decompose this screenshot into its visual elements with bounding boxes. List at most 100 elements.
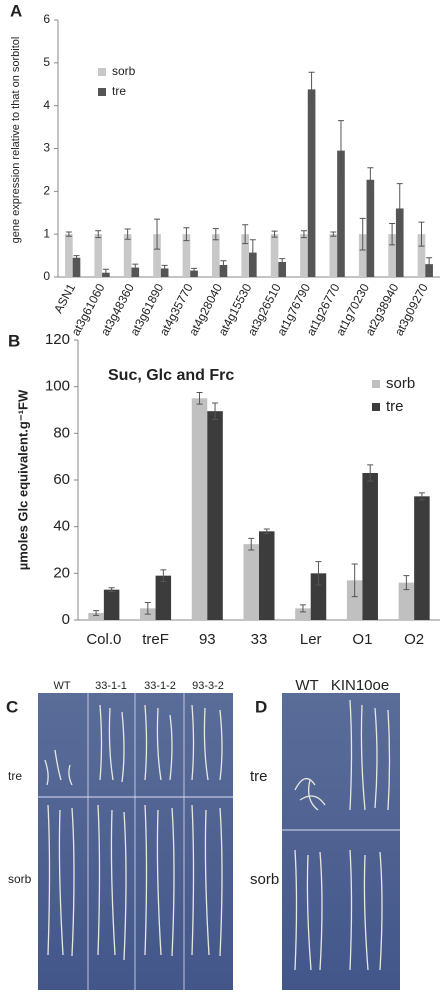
- error-bar: [102, 268, 109, 277]
- error-bar: [154, 218, 161, 250]
- error-bar: [220, 260, 227, 270]
- error-bar: [212, 402, 219, 420]
- error-bar: [73, 255, 80, 261]
- bar: [366, 179, 375, 277]
- error-bar: [65, 231, 72, 237]
- panel-label: C: [6, 697, 18, 716]
- bar: [103, 589, 120, 620]
- column-label: 33-1-2: [144, 680, 176, 692]
- error-bar: [242, 224, 249, 245]
- x-tick-label: O2: [404, 631, 424, 648]
- error-bar: [315, 561, 322, 586]
- y-tick-label: 80: [53, 424, 70, 441]
- error-bar: [396, 183, 403, 234]
- error-bar: [191, 267, 198, 274]
- y-tick-label: 3: [43, 141, 50, 155]
- bar: [259, 531, 275, 620]
- legend-swatch: [372, 380, 380, 388]
- bar: [358, 234, 367, 277]
- x-tick-label: Ler: [300, 631, 322, 648]
- error-bar: [108, 587, 115, 593]
- row-label: tre: [250, 768, 268, 785]
- y-tick-label: 1: [43, 226, 50, 240]
- error-bar: [248, 537, 255, 551]
- column-label: KIN10oe: [331, 677, 389, 694]
- error-bar: [308, 71, 315, 108]
- bar: [65, 234, 73, 277]
- bar: [362, 473, 378, 620]
- bar: [155, 575, 172, 620]
- error-bar: [212, 228, 219, 241]
- legend-swatch: [98, 68, 106, 76]
- error-bar: [279, 258, 286, 266]
- y-tick-label: 2: [43, 184, 50, 198]
- error-bar: [300, 230, 307, 239]
- bar: [395, 208, 404, 277]
- x-tick-label: 33: [251, 631, 268, 648]
- bar: [414, 496, 430, 620]
- photo-panel-d: [282, 693, 400, 990]
- bar: [131, 267, 140, 277]
- error-bar: [359, 217, 366, 251]
- error-bar: [403, 575, 410, 591]
- bar: [219, 265, 228, 277]
- y-tick-label: 4: [43, 98, 50, 112]
- panel-label: A: [10, 1, 22, 20]
- error-bar: [132, 263, 139, 272]
- error-bar: [367, 464, 374, 482]
- y-tick-label: 60: [53, 471, 70, 488]
- bar: [346, 580, 363, 620]
- error-bar: [418, 492, 425, 501]
- bar: [270, 234, 279, 277]
- legend-label: sorb: [386, 375, 415, 392]
- x-tick-label: treF: [142, 631, 169, 648]
- bar: [417, 234, 426, 277]
- x-tick-label: 93: [199, 631, 216, 648]
- seedlings: [44, 704, 223, 961]
- bar: [337, 150, 345, 277]
- photo: [282, 693, 400, 990]
- x-tick-label: ASN1: [51, 281, 78, 316]
- error-bar: [196, 392, 203, 405]
- column-label: 93-3-2: [192, 680, 224, 692]
- bar: [307, 89, 316, 277]
- y-tick-label: 0: [62, 611, 70, 628]
- bar: [211, 234, 220, 277]
- bar: [123, 234, 132, 277]
- column-label: 33-1-1: [95, 680, 127, 692]
- y-tick-label: 100: [45, 378, 70, 395]
- error-bar: [263, 528, 270, 535]
- y-tick-label: 5: [43, 55, 50, 69]
- bar: [153, 234, 161, 277]
- panel-label: B: [8, 331, 20, 350]
- error-bar: [299, 604, 306, 613]
- y-tick-label: 40: [53, 518, 70, 535]
- photo: [38, 693, 233, 990]
- error-bar: [249, 239, 256, 266]
- legend-swatch: [372, 403, 380, 411]
- bar: [310, 573, 327, 620]
- bar: [207, 411, 223, 620]
- panel-label: D: [255, 697, 267, 716]
- bar: [329, 234, 338, 277]
- column-label: WT: [53, 680, 70, 692]
- chart-title: Suc, Glc and Frc: [108, 367, 234, 384]
- bar: [88, 613, 104, 620]
- x-tick-label: Col.0: [86, 631, 121, 648]
- bar: [278, 262, 287, 277]
- error-bar: [418, 221, 425, 247]
- bar: [243, 544, 259, 620]
- y-tick-label: 20: [53, 564, 70, 581]
- bar: [190, 270, 198, 277]
- y-tick-label: 0: [43, 269, 50, 283]
- y-tick-label: 6: [43, 12, 50, 26]
- x-tick-label: O1: [352, 631, 372, 648]
- legend-swatch: [98, 88, 106, 96]
- error-bar: [93, 610, 100, 616]
- error-bar: [160, 569, 167, 582]
- error-bar: [351, 563, 358, 598]
- bar: [72, 257, 81, 277]
- error-bar: [144, 602, 151, 615]
- error-bar: [337, 120, 344, 182]
- y-axis-label: gene expression relative to that on sorb…: [10, 37, 22, 244]
